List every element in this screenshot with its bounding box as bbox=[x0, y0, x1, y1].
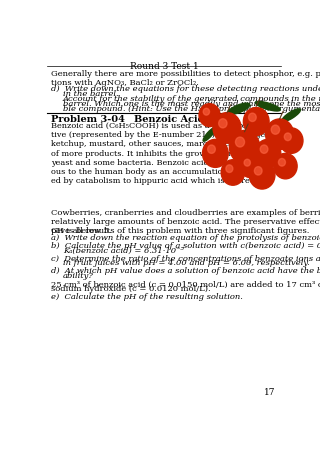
Text: barrel. Which one is the most readily and which one the most sparingly solu-: barrel. Which one is the most readily an… bbox=[63, 100, 320, 108]
Ellipse shape bbox=[255, 101, 280, 111]
Circle shape bbox=[213, 113, 241, 143]
Text: Kₐ(benzoic acid) = 6.31·10⁻⁵: Kₐ(benzoic acid) = 6.31·10⁻⁵ bbox=[63, 247, 184, 255]
Text: Generally there are more possibilities to detect phosphor, e.g. precipitation re: Generally there are more possibilities t… bbox=[51, 70, 320, 87]
Circle shape bbox=[229, 130, 260, 164]
Circle shape bbox=[274, 154, 297, 179]
Text: Give all results of this problem with three significant figures.: Give all results of this problem with th… bbox=[51, 227, 309, 236]
Circle shape bbox=[199, 104, 220, 127]
Text: b)  Calculate the pH value of a solution with c(benzoic acid) = 0.012 mol/L.: b) Calculate the pH value of a solution … bbox=[51, 242, 320, 250]
Circle shape bbox=[244, 107, 269, 135]
Text: d)  At which pH value does a solution of benzoic acid have the best buffering: d) At which pH value does a solution of … bbox=[51, 267, 320, 275]
Circle shape bbox=[284, 133, 291, 140]
Text: d)  Write down the equations for these detecting reactions under the conditions: d) Write down the equations for these de… bbox=[51, 85, 320, 93]
Circle shape bbox=[278, 159, 285, 166]
Text: sodium hydroxide (c = 0.0120 mol/L).: sodium hydroxide (c = 0.0120 mol/L). bbox=[51, 285, 211, 293]
Text: a)  Write down the reaction equation of the protolysis of benzoic acid.: a) Write down the reaction equation of t… bbox=[51, 234, 320, 242]
Text: Cowberries, cranberries and cloudberries are examples of berries which contain
r: Cowberries, cranberries and cloudberries… bbox=[51, 208, 320, 235]
Text: in fruit juices with pH = 4.00 and pH = 6.00, respectively.: in fruit juices with pH = 4.00 and pH = … bbox=[63, 260, 310, 267]
Text: Problem 3-04: Problem 3-04 bbox=[51, 116, 125, 125]
Circle shape bbox=[221, 160, 244, 185]
Circle shape bbox=[260, 145, 268, 154]
Text: Benzoic Acid: Benzoic Acid bbox=[134, 116, 205, 125]
Text: c)  Determine the ratio of the concentrations of benzoate ions and benzoic acid: c) Determine the ratio of the concentrat… bbox=[51, 255, 320, 263]
Circle shape bbox=[249, 161, 275, 189]
Text: 17: 17 bbox=[264, 388, 276, 397]
Ellipse shape bbox=[228, 103, 250, 115]
Text: in the barrel.: in the barrel. bbox=[63, 90, 119, 98]
Circle shape bbox=[249, 113, 256, 121]
Text: ability?: ability? bbox=[63, 272, 94, 280]
Circle shape bbox=[255, 140, 281, 168]
Circle shape bbox=[271, 125, 280, 134]
Circle shape bbox=[280, 128, 303, 154]
Ellipse shape bbox=[203, 127, 216, 141]
Circle shape bbox=[240, 154, 261, 178]
Text: 25 cm³ of benzoic acid (c = 0.0150 mol/L) are added to 17 cm³ of a solution of: 25 cm³ of benzoic acid (c = 0.0150 mol/L… bbox=[51, 280, 320, 289]
Circle shape bbox=[236, 137, 244, 147]
Text: e)  Calculate the pH of the resulting solution.: e) Calculate the pH of the resulting sol… bbox=[51, 293, 243, 301]
Circle shape bbox=[254, 167, 262, 175]
Circle shape bbox=[203, 108, 210, 115]
Text: Account for the stability of the generated compounds in the mixture in the: Account for the stability of the generat… bbox=[63, 95, 320, 103]
Circle shape bbox=[244, 159, 251, 166]
Text: Round 3 Test 1: Round 3 Test 1 bbox=[130, 62, 198, 71]
Circle shape bbox=[208, 145, 215, 154]
Circle shape bbox=[219, 119, 227, 128]
Text: ble compound. (Hint: Use the HSAB principle for argumentation): ble compound. (Hint: Use the HSAB princi… bbox=[63, 105, 320, 113]
Text: Benzoic acid (C₆H₅COOH) is used as a food preserva-
tive (represented by the E-n: Benzoic acid (C₆H₅COOH) is used as a foo… bbox=[51, 122, 272, 185]
Circle shape bbox=[226, 165, 233, 173]
Circle shape bbox=[266, 119, 294, 149]
Circle shape bbox=[203, 140, 228, 168]
Ellipse shape bbox=[282, 109, 300, 121]
